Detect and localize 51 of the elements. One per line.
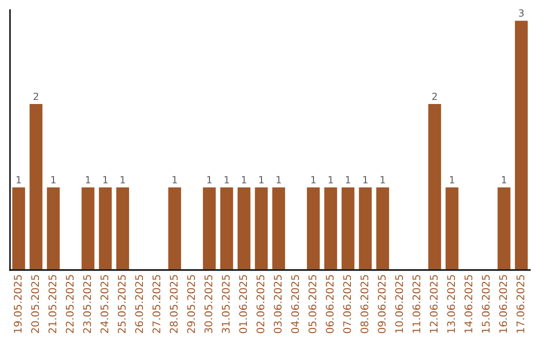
data-label: 1 [328, 176, 333, 184]
data-label: 3 [518, 9, 524, 17]
x-tick-label: 20.05.2025 [31, 275, 40, 334]
x-tick-label: 01.06.2025 [239, 275, 248, 334]
data-label: 1 [120, 176, 125, 184]
x-tick-label: 05.06.2025 [308, 275, 316, 334]
x-tick-label: 13.06.2025 [447, 275, 456, 333]
x-tick-label: 16.06.2025 [499, 275, 508, 333]
x-tick-label: 24.05.2025 [100, 275, 108, 334]
data-label: 1 [16, 176, 21, 184]
data-label: 1 [172, 176, 177, 184]
x-tick-label: 02.06.2025 [256, 275, 264, 334]
data-label: 1 [276, 176, 281, 184]
data-label: 1 [259, 176, 264, 184]
x-tick-label: 31.05.2025 [222, 275, 230, 334]
data-label: 1 [450, 176, 454, 184]
x-tick-label: 17.06.2025 [516, 275, 524, 333]
data-label: 1 [51, 176, 56, 184]
data-label: 1 [224, 176, 229, 184]
x-tick-label: 09.06.2025 [378, 275, 386, 334]
x-tick-label: 04.06.2025 [291, 275, 300, 334]
x-tick-label: 28.05.2025 [170, 275, 178, 334]
x-tick-label: 29.05.2025 [187, 275, 196, 334]
x-tick-label: 10.06.2025 [395, 275, 404, 333]
data-label: 2 [432, 92, 437, 100]
x-tick-label: 08.06.2025 [360, 275, 368, 334]
data-label: 1 [103, 176, 108, 184]
x-tick-label: 26.05.2025 [135, 275, 144, 334]
x-tick-label: 22.05.2025 [66, 275, 74, 334]
x-tick-label: 30.05.2025 [204, 275, 212, 334]
x-tick-label: 03.06.2025 [274, 275, 282, 334]
data-label: 1 [380, 176, 385, 184]
data-label: 1 [86, 176, 90, 184]
x-tick-label: 14.06.2025 [464, 275, 472, 333]
data-label: 1 [363, 176, 368, 184]
x-tick-label: 27.05.2025 [152, 275, 160, 334]
x-tick-label: 12.06.2025 [430, 275, 438, 333]
x-tick-label: 19.05.2025 [14, 275, 22, 333]
x-tick-label: 11.06.2025 [412, 275, 420, 333]
data-label: 1 [346, 176, 350, 184]
x-tick-label: 23.05.2025 [83, 275, 92, 334]
data-label: 2 [34, 92, 38, 100]
x-tick-label: 06.06.2025 [326, 275, 334, 334]
data-label: 1 [242, 176, 246, 184]
x-tick-label: 25.05.2025 [118, 275, 126, 334]
x-tick-label: 07.06.2025 [343, 275, 352, 334]
x-tick-label: 15.06.2025 [482, 275, 490, 333]
data-label: 1 [207, 176, 212, 184]
data-label: 1 [311, 176, 316, 184]
x-tick-label: 21.05.2025 [48, 275, 56, 334]
data-label: 1 [502, 176, 506, 184]
